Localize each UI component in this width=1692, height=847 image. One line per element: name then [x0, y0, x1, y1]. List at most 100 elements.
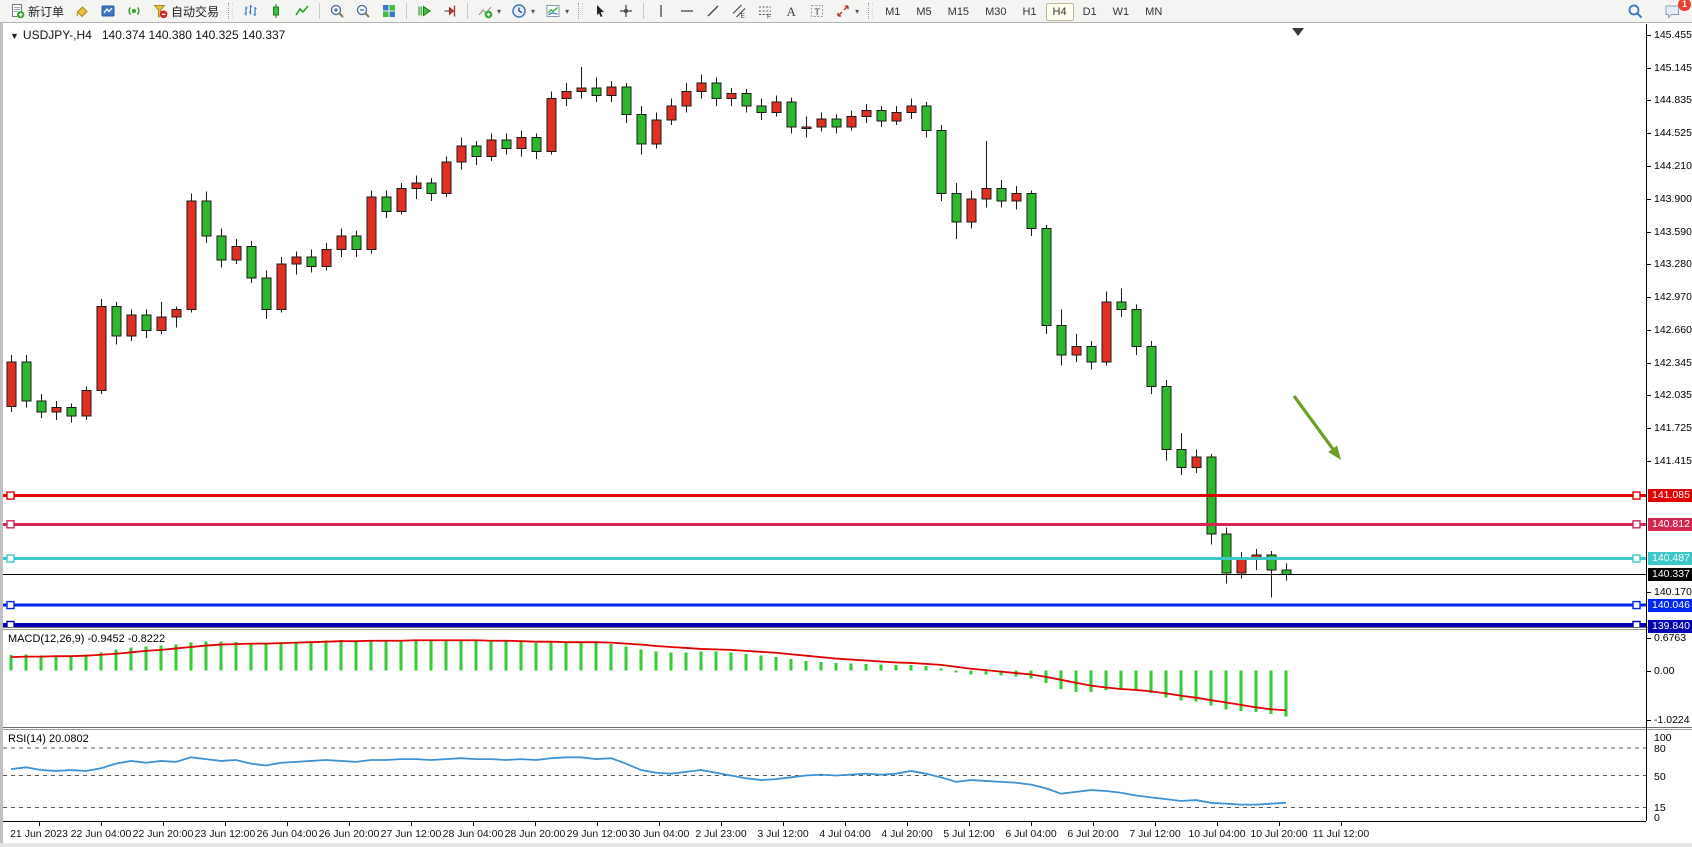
hline-price-label: 140.812: [1648, 517, 1692, 531]
timeframe-button-M5[interactable]: M5: [916, 6, 932, 18]
timeframe-button-M30[interactable]: M30: [985, 6, 1007, 18]
timeframe-button-M15[interactable]: M15: [947, 6, 970, 18]
periods-dropdown-caret[interactable]: ▾: [531, 6, 536, 16]
text-tool-button[interactable]: A: [779, 0, 803, 22]
vertical-line-icon: [660, 5, 662, 17]
timeframe-button-H4[interactable]: H4: [1045, 3, 1074, 21]
signal-waves-icon: [128, 7, 140, 15]
tile-windows-button[interactable]: [377, 0, 401, 22]
macd-histogram-bar: [594, 642, 598, 671]
trendline-tool-button[interactable]: [701, 0, 725, 22]
cursor-tool-button[interactable]: [588, 0, 612, 22]
zoom-in-button[interactable]: [325, 0, 349, 22]
timeframe-button-MN[interactable]: MN: [1145, 6, 1163, 18]
channel-tool-button[interactable]: E: [727, 0, 751, 22]
macd-panel-canvas[interactable]: [3, 630, 1646, 727]
hline-price-label: 140.487: [1648, 552, 1692, 566]
svg-text:T: T: [814, 7, 820, 18]
macd-scale-label: 0.6763: [1654, 632, 1687, 644]
title-dropdown-icon[interactable]: ▼: [10, 31, 19, 41]
macd-histogram-bar: [39, 655, 43, 671]
vertical-line-tool-button[interactable]: [649, 0, 673, 22]
profiles-button[interactable]: [96, 0, 120, 22]
timeframe-button-W1[interactable]: W1: [1112, 6, 1130, 18]
chart-shift-marker-icon[interactable]: [1292, 28, 1304, 36]
line-handle: [1632, 491, 1641, 500]
macd-histogram-bar: [1254, 670, 1258, 713]
svg-text:A: A: [787, 4, 797, 19]
indicators-button[interactable]: ▾: [473, 0, 505, 22]
time-tick-label: 29 Jun 12:00: [566, 828, 628, 840]
toolbar-grip[interactable]: [868, 3, 874, 19]
time-tick: [1217, 822, 1218, 826]
price-tick-label: 143.900: [1654, 192, 1692, 205]
bullish-candle: [861, 109, 872, 118]
toolbar-grip[interactable]: [578, 3, 584, 19]
time-axis[interactable]: 21 Jun 2023 22 Jun 04:00 22 Jun 20:00 23 Ju…: [3, 821, 1646, 847]
bearish-candle: [36, 400, 47, 413]
candlestick-button[interactable]: [264, 0, 288, 22]
macd-histogram-bar: [519, 642, 523, 671]
timeframe-button-D1[interactable]: D1: [1082, 6, 1097, 18]
price-axis[interactable]: 145.455 145.145 144.835 144.525 144.210 143.9…: [1646, 24, 1692, 824]
text-label-tool-button[interactable]: T: [805, 0, 829, 22]
notifications-button[interactable]: 1: [1660, 0, 1691, 23]
time-tick-label: 2 Jul 23:00: [695, 828, 747, 840]
bullish-candle: [276, 263, 287, 311]
price-tick-label: 140.170: [1654, 586, 1692, 598]
annotation-arrow-head: [1328, 445, 1341, 460]
macd-histogram-bar: [144, 646, 148, 671]
timeframe-button-M1[interactable]: M1: [885, 6, 901, 18]
chart-shift-icon: [444, 5, 456, 17]
rsi-line: [10, 756, 1287, 806]
time-tick-label: 6 Jul 20:00: [1067, 828, 1119, 840]
bearish-candle: [1041, 227, 1052, 326]
timeframe-button-H1[interactable]: H1: [1022, 6, 1037, 18]
line-handle: [6, 491, 15, 500]
new-order-button[interactable]: 新订单: [5, 0, 68, 22]
price-tick-label: 145.145: [1654, 61, 1692, 74]
crosshair-tool-button[interactable]: [614, 0, 638, 22]
styles-button[interactable]: [70, 0, 94, 22]
panel-splitter[interactable]: [3, 727, 1692, 730]
bullish-candle: [666, 105, 677, 121]
periods-button[interactable]: ▾: [507, 0, 539, 22]
current-price-label: 140.337: [1648, 567, 1692, 581]
chart-shift-button[interactable]: [438, 0, 462, 22]
hline-price-label: 141.085: [1648, 489, 1692, 503]
autotrade-button[interactable]: 自动交易: [148, 0, 223, 22]
time-tick: [1031, 822, 1032, 826]
macd-histogram-bar: [339, 640, 343, 671]
bullish-candle: [456, 145, 467, 163]
macd-histogram-bar: [759, 655, 763, 671]
templates-dropdown-caret[interactable]: ▾: [565, 6, 570, 16]
zoom-out-button[interactable]: [351, 0, 375, 22]
text-label-icon: T: [811, 5, 824, 18]
time-tick: [411, 822, 412, 826]
auto-scroll-button[interactable]: [412, 0, 436, 22]
horizontal-line-tool-button[interactable]: [675, 0, 699, 22]
main-chart-canvas[interactable]: [3, 24, 1646, 627]
panel-splitter[interactable]: [3, 627, 1692, 630]
time-tick: [597, 822, 598, 826]
time-tick: [1093, 822, 1094, 826]
macd-histogram-bar: [429, 640, 433, 671]
price-tick: [1646, 67, 1651, 69]
price-tick: [1646, 198, 1651, 200]
toolbar-grip[interactable]: [228, 3, 234, 19]
indicators-dropdown-caret[interactable]: ▾: [497, 6, 502, 16]
rsi-panel-canvas[interactable]: [3, 730, 1646, 821]
time-tick-label: 4 Jul 04:00: [819, 828, 871, 840]
bar-chart-button[interactable]: [238, 0, 262, 22]
arrows-dropdown-caret[interactable]: ▾: [855, 6, 860, 16]
fibonacci-tool-button[interactable]: F: [753, 0, 777, 22]
line-chart-button[interactable]: [290, 0, 314, 22]
arrows-tool-button[interactable]: ▾: [831, 0, 863, 22]
bullish-candle: [96, 305, 107, 392]
search-button[interactable]: [1623, 1, 1648, 23]
chart-profile-icon: [101, 5, 115, 17]
signals-button[interactable]: [122, 0, 146, 22]
templates-button[interactable]: ▾: [541, 0, 573, 22]
bullish-candle: [516, 137, 527, 149]
